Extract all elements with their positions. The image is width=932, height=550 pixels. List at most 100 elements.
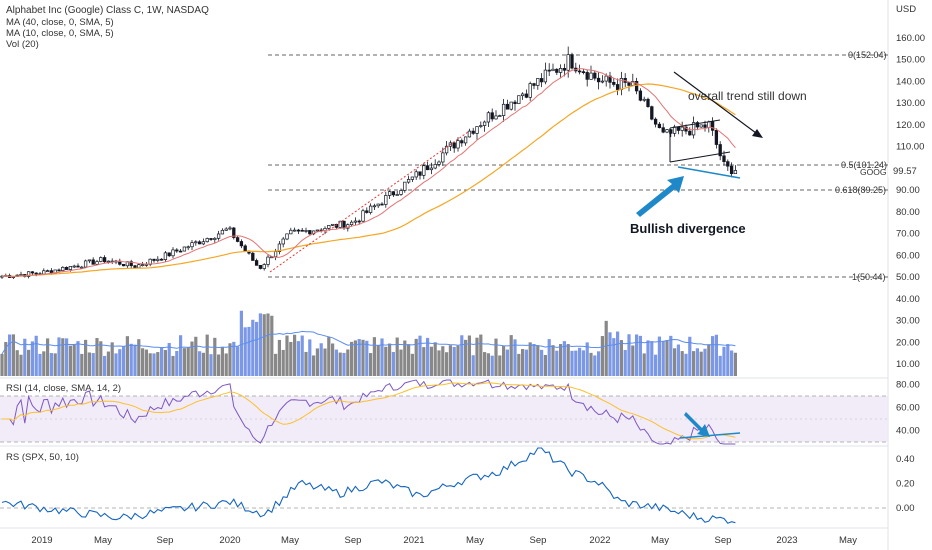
- volume-bar: [46, 338, 50, 376]
- volume-bar: [536, 345, 540, 376]
- currency-label: USD: [896, 4, 916, 15]
- time-axis[interactable]: 2019 May Sep 2020 May Sep 2021 May Sep 2022 May Sep…: [31, 535, 857, 546]
- volume-bar: [293, 334, 297, 376]
- volume-bar: [688, 336, 692, 376]
- price-divergence-line[interactable]: [677, 166, 741, 179]
- volume-bar: [733, 352, 737, 376]
- candle-body: [68, 266, 73, 270]
- candle-body: [657, 123, 662, 129]
- volume-bar: [99, 341, 103, 376]
- candle-body: [520, 93, 525, 97]
- candle-body: [490, 112, 494, 120]
- candle-body: [140, 264, 145, 266]
- volume-bar: [483, 352, 487, 376]
- uptrend-line[interactable]: [269, 131, 469, 273]
- candle-body: [733, 170, 738, 175]
- volume-bar: [460, 335, 464, 376]
- candle-body: [691, 122, 696, 136]
- candle-body: [718, 144, 722, 157]
- volume-bar: [201, 352, 205, 376]
- candle-body: [676, 126, 681, 131]
- rs-axis-label: 0.40: [896, 454, 915, 465]
- volume-bar: [266, 313, 270, 376]
- volume-bar: [87, 352, 91, 376]
- volume-bar: [471, 355, 475, 376]
- trend-annotation: overall trend still down: [688, 89, 807, 103]
- candle-body: [722, 155, 726, 162]
- price-axis-label: 60.00: [896, 250, 920, 261]
- candle-body: [129, 261, 133, 267]
- volume-bar: [365, 340, 369, 376]
- time-axis-label: May: [94, 535, 112, 546]
- candle-body: [361, 210, 365, 222]
- time-axis-label: Sep: [530, 535, 547, 546]
- time-axis-label: 2020: [219, 535, 240, 546]
- candle-body: [585, 72, 589, 80]
- volume-bar: [350, 341, 354, 376]
- candle-body: [501, 103, 506, 116]
- volume-bar: [122, 346, 126, 376]
- candle-body: [213, 237, 217, 240]
- candle-body: [699, 124, 703, 128]
- volume-bar: [707, 344, 711, 376]
- volume-bar: [581, 350, 585, 376]
- candle-body: [368, 205, 373, 213]
- volume-bar: [699, 351, 703, 376]
- last-price-tag: [888, 163, 932, 177]
- candle-body: [714, 130, 719, 145]
- candle-body: [688, 130, 692, 136]
- volume-bar: [589, 352, 593, 376]
- fib-label-0618: 0.618(89.25): [835, 185, 886, 195]
- volume-bar: [388, 343, 392, 376]
- downtrend-arrow[interactable]: [673, 71, 761, 137]
- price-axis-label: 70.00: [896, 229, 920, 240]
- candle-body: [437, 161, 441, 165]
- candle-body: [137, 264, 141, 269]
- candle-body: [342, 220, 346, 229]
- volume-bar: [220, 346, 224, 376]
- channel-top[interactable]: [669, 119, 721, 129]
- rsi-divergence-line[interactable]: [679, 432, 741, 439]
- time-axis-label: May: [651, 535, 669, 546]
- channel-bottom[interactable]: [669, 151, 731, 163]
- volume-bar: [642, 353, 646, 376]
- fib-label-1: 1(50.44): [852, 272, 886, 282]
- volume-bar: [437, 350, 441, 376]
- volume-bar: [361, 339, 365, 376]
- volume-bar: [80, 353, 84, 376]
- candle-body: [600, 80, 605, 83]
- volume-bar: [285, 335, 289, 376]
- volume-bar: [171, 355, 175, 376]
- volume-bar: [255, 321, 259, 376]
- candle-body: [486, 112, 491, 123]
- volume-bar: [251, 319, 255, 376]
- volume-bar: [429, 346, 433, 376]
- price-axis[interactable]: 160.00150.00140.00130.00120.00110.00100.…: [896, 33, 925, 370]
- candle-body: [30, 271, 35, 274]
- candle-body: [365, 210, 369, 213]
- candle-body: [471, 130, 475, 134]
- price-axis-label: 110.00: [896, 142, 924, 153]
- volume-bar: [327, 337, 331, 376]
- volume-bar: [513, 339, 517, 376]
- volume-bar: [517, 353, 521, 376]
- candle-body: [384, 195, 388, 205]
- volume-bar: [452, 346, 456, 376]
- candle-body: [95, 261, 99, 265]
- volume-bar: [331, 343, 335, 376]
- candle-body: [285, 233, 289, 240]
- candle-body: [566, 54, 570, 71]
- volume-bar: [692, 351, 696, 376]
- candle-body: [99, 257, 103, 262]
- volume-bar: [669, 335, 673, 376]
- price-axis-label: 150.00: [896, 55, 925, 66]
- candle-body: [171, 249, 175, 257]
- candle-body: [726, 161, 730, 167]
- time-axis-label: May: [466, 535, 484, 546]
- vol-label: Vol (20): [6, 39, 39, 50]
- rsi-axis-label: 60.00: [896, 403, 920, 414]
- candle-body: [121, 263, 126, 267]
- volume-bar: [42, 351, 46, 376]
- volume-bar: [456, 345, 460, 376]
